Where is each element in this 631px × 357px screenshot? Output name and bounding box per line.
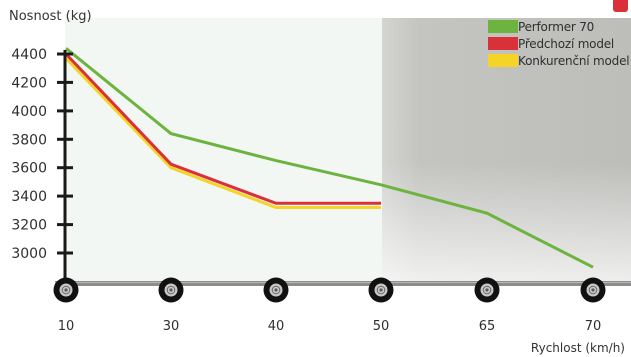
legend-label-previous-model: Předchozí model — [518, 36, 615, 51]
x-axis-label: Rychlost (km/h) — [530, 341, 625, 355]
tire-hub-ring — [588, 285, 598, 295]
y-tick-label-3800: 3800 — [11, 132, 47, 148]
y-tick-label-4200: 4200 — [11, 75, 47, 91]
legend-swatch-performer — [488, 20, 518, 33]
tire-hub-ring — [271, 285, 281, 295]
tire-hub-center — [274, 288, 278, 292]
legend-swatch-previous-model — [488, 37, 518, 50]
ground-line — [55, 281, 631, 286]
x-tick-label-40: 40 — [268, 319, 285, 334]
tire-hub-center — [379, 288, 383, 292]
legend: Performer 70 Předchozí model Konkurenční… — [488, 18, 630, 69]
tire-hub-center — [591, 288, 595, 292]
tire-hub-ring — [376, 285, 386, 295]
tire-hub-ring — [482, 285, 492, 295]
tire-icon — [368, 277, 394, 303]
series-line-konkurencni-model — [64, 57, 381, 209]
series-layer — [64, 47, 594, 269]
legend-label-performer: Performer 70 — [518, 19, 595, 34]
tire-icon — [158, 277, 184, 303]
x-tick-label-70: 70 — [585, 319, 602, 334]
y-tick-label-3400: 3400 — [11, 189, 47, 205]
tire-icon — [53, 277, 79, 303]
tire-icon — [263, 277, 289, 303]
y-ticks: 3000 3200 3400 3600 3800 4000 4200 4400 — [11, 47, 73, 262]
y-tick-label-3200: 3200 — [11, 218, 47, 234]
x-tick-label-50: 50 — [373, 319, 390, 334]
tire-hub-center — [485, 288, 489, 292]
x-tick-label-65: 65 — [479, 319, 496, 334]
x-tick-label-30: 30 — [163, 319, 180, 334]
y-tick-label-3600: 3600 — [11, 161, 47, 177]
legend-label-competitor-model: Konkurenční model — [518, 53, 630, 68]
tire-icon — [580, 277, 606, 303]
tire-hub-ring — [166, 285, 176, 295]
legend-item-previous-model: Předchozí model — [488, 35, 630, 52]
tire-hub-ring — [61, 285, 71, 295]
plot-background-left — [65, 18, 382, 282]
series-line-performer-70 — [65, 47, 594, 269]
tire-icon — [474, 277, 500, 303]
tire-hub-center — [64, 288, 68, 292]
tire-hub-center — [169, 288, 173, 292]
y-tick-label-3000: 3000 — [11, 246, 47, 262]
ground-line-highlight — [55, 282, 631, 283]
series-line-predchozi-model — [64, 52, 381, 205]
x-tick-label-10: 10 — [58, 319, 75, 334]
x-ticks: 10 30 40 50 65 70 — [58, 319, 602, 334]
legend-swatch-competitor-model — [488, 54, 518, 67]
y-tick-label-4000: 4000 — [11, 104, 47, 120]
y-axis-label: Nosnost (kg) — [9, 9, 92, 24]
red-tab-icon — [613, 0, 628, 12]
legend-item-performer: Performer 70 — [488, 18, 630, 35]
legend-item-competitor-model: Konkurenční model — [488, 52, 630, 69]
tire-markers — [53, 277, 606, 303]
y-tick-label-4400: 4400 — [11, 47, 47, 63]
